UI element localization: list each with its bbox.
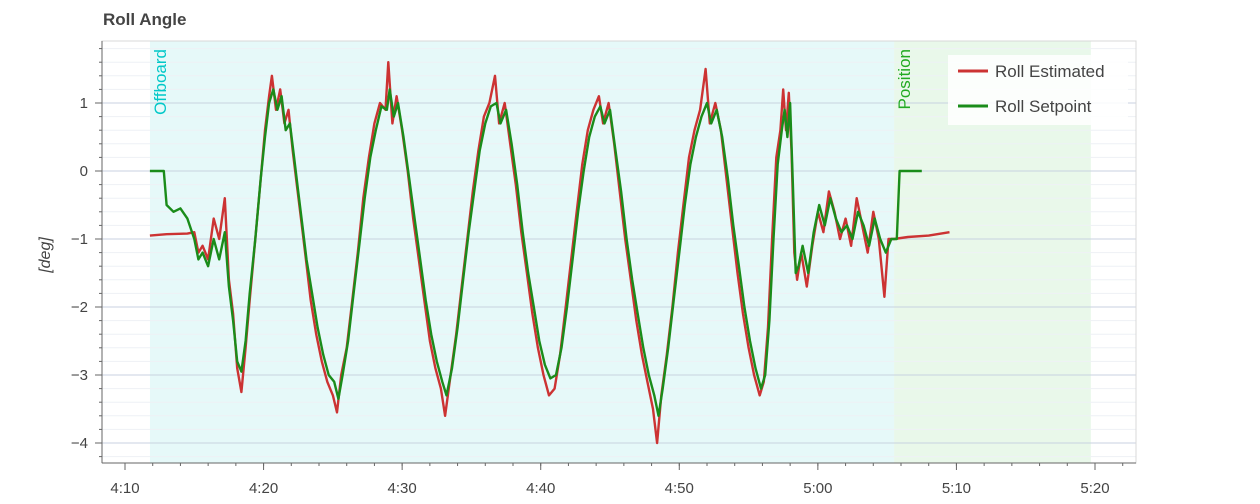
legend-entry-roll-estimated[interactable]: Roll Estimated <box>995 62 1105 81</box>
x-tick-label: 4:50 <box>665 480 694 497</box>
series-layer <box>149 61 950 445</box>
y-tick-label: 0 <box>80 163 88 180</box>
x-tick-label: 5:20 <box>1080 480 1109 497</box>
x-tick-label: 5:00 <box>803 480 832 497</box>
y-tick-label: −3 <box>71 367 88 384</box>
x-tick-label: 4:30 <box>388 480 417 497</box>
legend-background <box>948 55 1128 125</box>
x-tick-label: 4:20 <box>249 480 278 497</box>
mode-label-offboard: Offboard <box>151 49 170 115</box>
y-axis-title: [deg] <box>37 237 54 274</box>
y-tick-label: −1 <box>71 231 88 248</box>
grid-lines <box>102 48 1136 458</box>
chart-title: Roll Angle <box>103 10 187 29</box>
flight-mode-labels: Offboard Position <box>151 49 914 115</box>
mode-label-position: Position <box>895 49 914 109</box>
legend-entry-roll-setpoint[interactable]: Roll Setpoint <box>995 97 1092 116</box>
mode-band-offboard <box>149 41 895 463</box>
x-tick-label: 5:10 <box>942 480 971 497</box>
series-line-roll-estimated <box>149 61 950 445</box>
flight-mode-bands <box>149 41 1091 463</box>
legend[interactable]: Roll Estimated Roll Setpoint <box>948 55 1128 125</box>
x-tick-label: 4:10 <box>110 480 139 497</box>
y-tick-label: −4 <box>71 435 88 452</box>
axes: 1 0 −1 −2 −3 −4 4:10 4:20 4:30 4:40 4:50 5:00 5:10 5:… <box>71 41 1136 497</box>
series-line-roll-setpoint <box>149 88 922 417</box>
x-tick-label: 4:40 <box>526 480 555 497</box>
y-tick-label: −2 <box>71 299 88 316</box>
y-tick-label: 1 <box>80 95 88 112</box>
